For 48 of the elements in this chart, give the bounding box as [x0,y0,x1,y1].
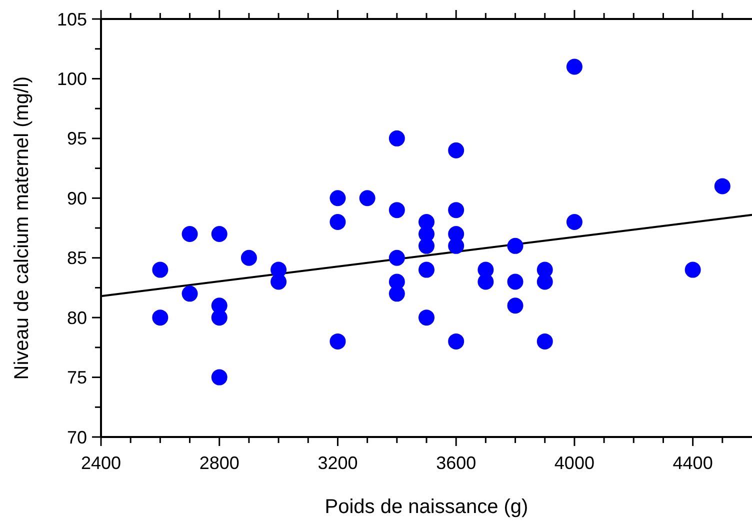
y-tick-label: 70 [66,427,87,448]
point [152,262,168,278]
point [507,298,524,314]
point [182,226,198,242]
point [211,310,228,326]
point [507,238,524,254]
point [330,190,346,206]
y-axis-title: Niveau de calcium maternel (mg/l) [11,76,33,380]
point [478,274,494,290]
y-tick-label: 90 [66,188,87,208]
point [448,333,464,350]
point [330,333,346,350]
point [388,130,405,146]
point [152,310,168,326]
y-tick-label: 95 [66,128,87,149]
point [418,262,434,278]
point [240,250,257,266]
point [566,214,582,230]
x-tick-label: 2400 [80,453,122,473]
point [536,274,553,290]
point [330,214,346,230]
y-tick-label: 100 [56,69,87,90]
point [388,250,405,266]
point [388,286,405,302]
x-tick-label: 3600 [436,453,476,473]
x-tick-label: 2800 [199,453,240,473]
point [388,202,405,218]
point [714,178,730,194]
x-tick-label: 4000 [554,453,594,473]
point [448,202,464,218]
point [566,58,582,75]
point [182,286,198,302]
y-tick-label: 85 [66,248,87,268]
y-tick-label: 80 [66,308,87,328]
point [507,274,524,290]
point [359,190,376,206]
x-tick-label: 4400 [672,453,713,473]
point [448,142,464,158]
point [211,369,228,386]
y-tick-label: 75 [66,368,87,388]
y-tick-label: 105 [56,9,87,30]
point [270,274,287,290]
point [684,262,701,278]
point [418,310,434,326]
x-tick-label: 3200 [318,453,358,473]
x-axis-title: Poids de naissance (g) [324,496,528,518]
point [536,333,553,350]
point [211,226,228,242]
